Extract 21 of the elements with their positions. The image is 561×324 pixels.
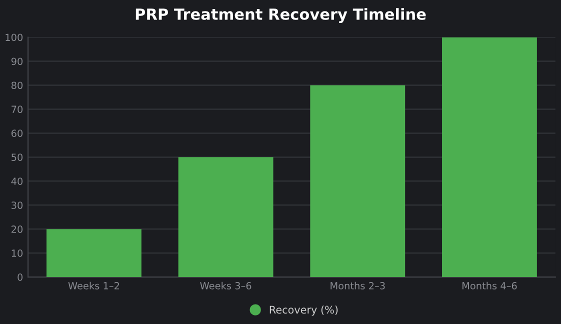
x-tick-label: Months 2–3 (330, 282, 385, 290)
y-tick-label: 40 (11, 178, 23, 185)
x-tick-label: Weeks 3–6 (200, 282, 252, 290)
bar (46, 229, 142, 278)
y-tick-label: 100 (6, 34, 23, 42)
y-tick-label: 0 (18, 274, 23, 281)
bar (178, 157, 274, 278)
bar (310, 85, 406, 278)
y-tick-label: 50 (12, 154, 23, 161)
y-tick-label: 80 (11, 82, 23, 90)
legend-label: Recovery (%) (270, 306, 338, 316)
y-tick-label: 60 (11, 130, 23, 137)
y-tick-label: 90 (11, 58, 23, 66)
chart-title: PRP Treatment Recovery Timeline (136, 8, 426, 24)
y-tick-label: 70 (12, 106, 23, 114)
y-tick-label: 10 (12, 250, 23, 257)
y-tick-label: 30 (12, 202, 23, 209)
x-tick-label: Weeks 1–2 (68, 282, 120, 290)
x-tick-label: Months 4–6 (462, 282, 517, 290)
bar (442, 37, 537, 278)
y-tick-label: 20 (12, 226, 23, 233)
